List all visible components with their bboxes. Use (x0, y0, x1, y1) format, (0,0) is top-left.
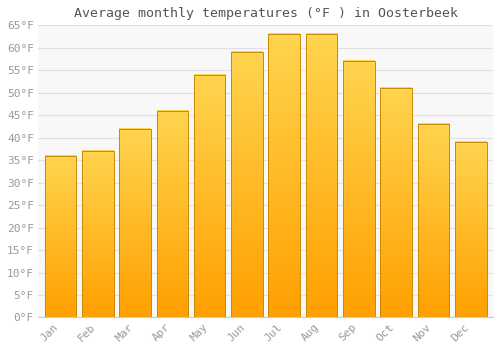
Bar (231, 52, 263, 317)
Bar (268, 34, 300, 317)
Title: Average monthly temperatures (°F ) in Oosterbeek: Average monthly temperatures (°F ) in Oo… (74, 7, 458, 20)
Bar (306, 34, 338, 317)
Bar (455, 142, 486, 317)
Bar (380, 88, 412, 317)
Bar (119, 129, 151, 317)
Bar (44, 156, 76, 317)
Bar (156, 111, 188, 317)
Bar (343, 61, 374, 317)
Bar (82, 151, 114, 317)
Bar (418, 124, 449, 317)
Bar (194, 75, 226, 317)
